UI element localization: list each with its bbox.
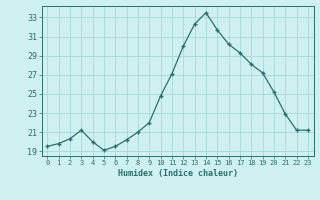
X-axis label: Humidex (Indice chaleur): Humidex (Indice chaleur)	[118, 169, 237, 178]
